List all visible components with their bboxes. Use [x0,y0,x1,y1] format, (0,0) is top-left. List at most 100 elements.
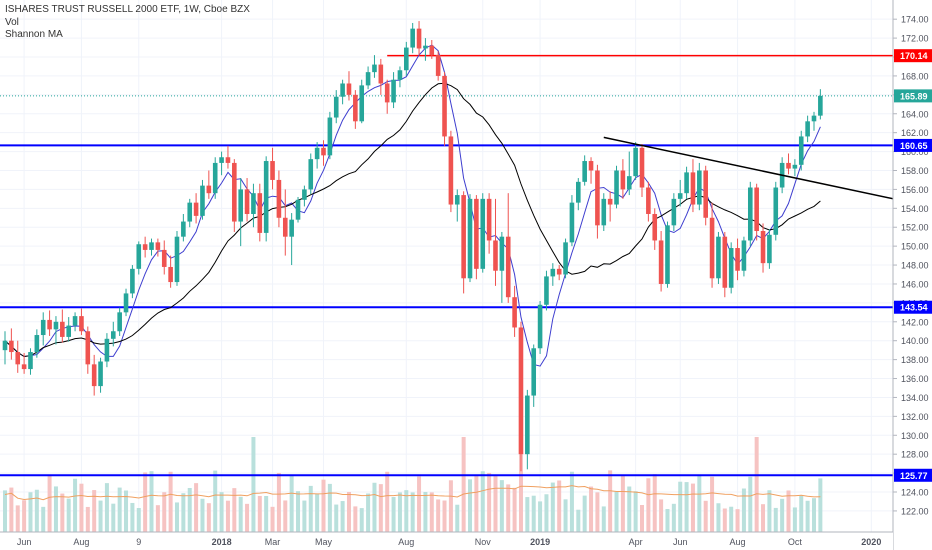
volume-bar [296,491,301,532]
volume-bar [410,492,415,532]
price-tick-label: 162.00 [901,128,929,138]
symbol-title[interactable]: ISHARES TRUST RUSSELL 2000 ETF, 1W, Cboe… [5,4,250,15]
candle-body [276,179,282,218]
candle-body [410,28,415,48]
time-tick-label: Mar [265,537,281,547]
candle-body [270,161,275,180]
volume-bar [506,484,511,532]
price-tick-label: 146.00 [901,279,929,289]
volume-bar [423,491,428,532]
candle-body [149,242,154,250]
volume-bar [786,490,791,532]
volume-bar [340,501,345,532]
moving-averages [4,44,821,367]
volume-bar [232,488,237,532]
volume-bar [308,485,313,532]
volume-bar [143,472,148,532]
candle-body [187,202,193,222]
candle-body [21,364,27,370]
volume-bar [589,486,594,532]
volume-bar [353,506,358,532]
candle-body [359,85,365,122]
volume-bar [213,470,218,532]
candle-body [244,189,250,214]
volume-bar [442,500,447,532]
candle-body [671,198,677,226]
volume-bar [346,491,351,532]
candle-body [760,231,766,264]
price-level-label: 125.77 [900,471,928,481]
volume-bar [3,490,7,532]
candle-body [690,172,696,205]
volume-bar [633,491,638,532]
candle-body [28,352,33,370]
candlesticks [2,21,823,472]
volume-bar [608,470,613,532]
volume-indicator-label[interactable]: Vol [5,16,19,28]
volume-bar [710,476,715,532]
volume-bar [391,497,396,532]
candle-body [754,187,759,232]
candle-body [665,225,670,284]
candle-body [9,340,14,353]
volume-bar [130,502,135,532]
price-tick-label: 156.00 [901,185,929,195]
price-tick-label: 134.00 [901,393,929,403]
volume-bar [289,474,294,532]
shannon-ma-indicator-label[interactable]: Shannon MA [5,29,63,40]
price-tick-label: 130.00 [901,431,929,441]
volume-bar [620,475,625,532]
time-tick-label: 2019 [530,537,550,547]
volume-bar [480,471,485,532]
volume-bar [315,493,320,532]
time-tick-label: Jun [673,537,688,547]
candle-body [174,236,180,283]
price-axis[interactable]: 122.00124.00126.00128.00130.00132.00134.… [892,0,932,550]
volume-bar [805,500,810,532]
volume-bar [98,500,103,532]
time-tick-label: 9 [136,537,141,547]
candle-body [314,147,320,160]
candle-body [289,219,294,237]
candle-body [397,70,403,80]
candle-body [556,268,562,275]
candle-body [454,195,460,205]
candle-body [98,361,103,387]
time-tick-label: Nov [475,537,492,547]
price-tick-label: 140.00 [901,336,929,346]
volume-bar [601,506,606,532]
volume-bar [729,506,734,532]
candle-body [378,64,384,84]
candle-body [136,244,142,269]
price-tick-label: 172.00 [901,34,929,44]
time-axis[interactable]: Jun Aug 9 2018 Mar May Aug Nov 2019 Apr Jun Aug Oct 2… [0,531,893,550]
time-tick-label: 2018 [212,537,232,547]
volume-bar [219,492,224,532]
candle-body [40,319,46,336]
volume-bar [652,474,657,532]
candle-body [576,181,581,203]
candle-body [550,268,556,277]
candle-body [728,248,734,288]
volume-bar [149,471,154,532]
candle-body [531,348,537,396]
volume-bar [47,474,52,532]
candle-body [703,170,708,218]
candle-body [633,147,638,177]
chart-legend: ISHARES TRUST RUSSELL 2000 ETF, 1W, Cboe… [5,4,250,42]
volume-bar [359,508,364,532]
candle-body [773,187,779,235]
volume-bar [773,507,778,532]
volume-bar [264,495,269,532]
descending-trendline [603,136,932,208]
price-tick-label: 128.00 [901,450,929,460]
time-tick-label: Aug [730,537,746,547]
trendline-drawing[interactable] [603,136,932,208]
candle-body [372,64,377,73]
volume-bar [576,509,581,532]
volume-bar [811,498,816,532]
candle-body [282,217,288,237]
candle-body [193,202,199,216]
horizontal-levels[interactable] [0,54,893,477]
